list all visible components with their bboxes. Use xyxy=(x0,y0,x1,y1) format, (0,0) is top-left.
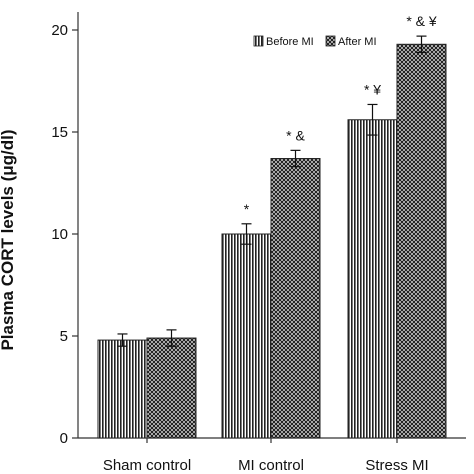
y-axis-label: Plasma CORT levels (μg/dl) xyxy=(0,129,17,350)
bar-before-mi-mi-control xyxy=(221,233,272,439)
y-tick-label-5: 5 xyxy=(60,328,68,345)
bar-before-mi-sham-control xyxy=(97,339,148,439)
legend-swatch-after-mi xyxy=(325,35,336,47)
legend-label-before-mi: Before MI xyxy=(266,36,314,48)
y-tick-label-20: 20 xyxy=(51,22,68,39)
plot-area: 0 5 10 15 20 Sham control * * & MI control * ¥ * &… xyxy=(51,12,466,474)
x-tick-label-sham-control: Sham control xyxy=(103,457,191,474)
y-tick-label-10: 10 xyxy=(51,226,68,243)
bar-after-mi-mi-control xyxy=(270,158,321,439)
x-tick-label-mi-control: MI control xyxy=(238,457,304,474)
legend: Before MI After MI xyxy=(253,35,377,48)
y-tick-label-0: 0 xyxy=(60,430,68,447)
legend-label-after-mi: After MI xyxy=(338,36,377,48)
annotation-before-mi-stress-mi: * ¥ xyxy=(364,81,381,97)
annotation-after-mi-mi-control: * & xyxy=(286,127,305,143)
legend-swatch-before-mi xyxy=(253,35,264,47)
annotation-after-mi-stress-mi: * & ¥ xyxy=(406,13,437,29)
bar-after-mi-sham-control xyxy=(146,337,197,439)
bar-before-mi-stress-mi xyxy=(347,119,398,439)
x-tick-label-stress-mi: Stress MI xyxy=(365,457,428,474)
bar-after-mi-stress-mi xyxy=(396,43,447,439)
annotation-before-mi-mi-control: * xyxy=(244,201,250,217)
y-tick-label-15: 15 xyxy=(51,124,68,141)
